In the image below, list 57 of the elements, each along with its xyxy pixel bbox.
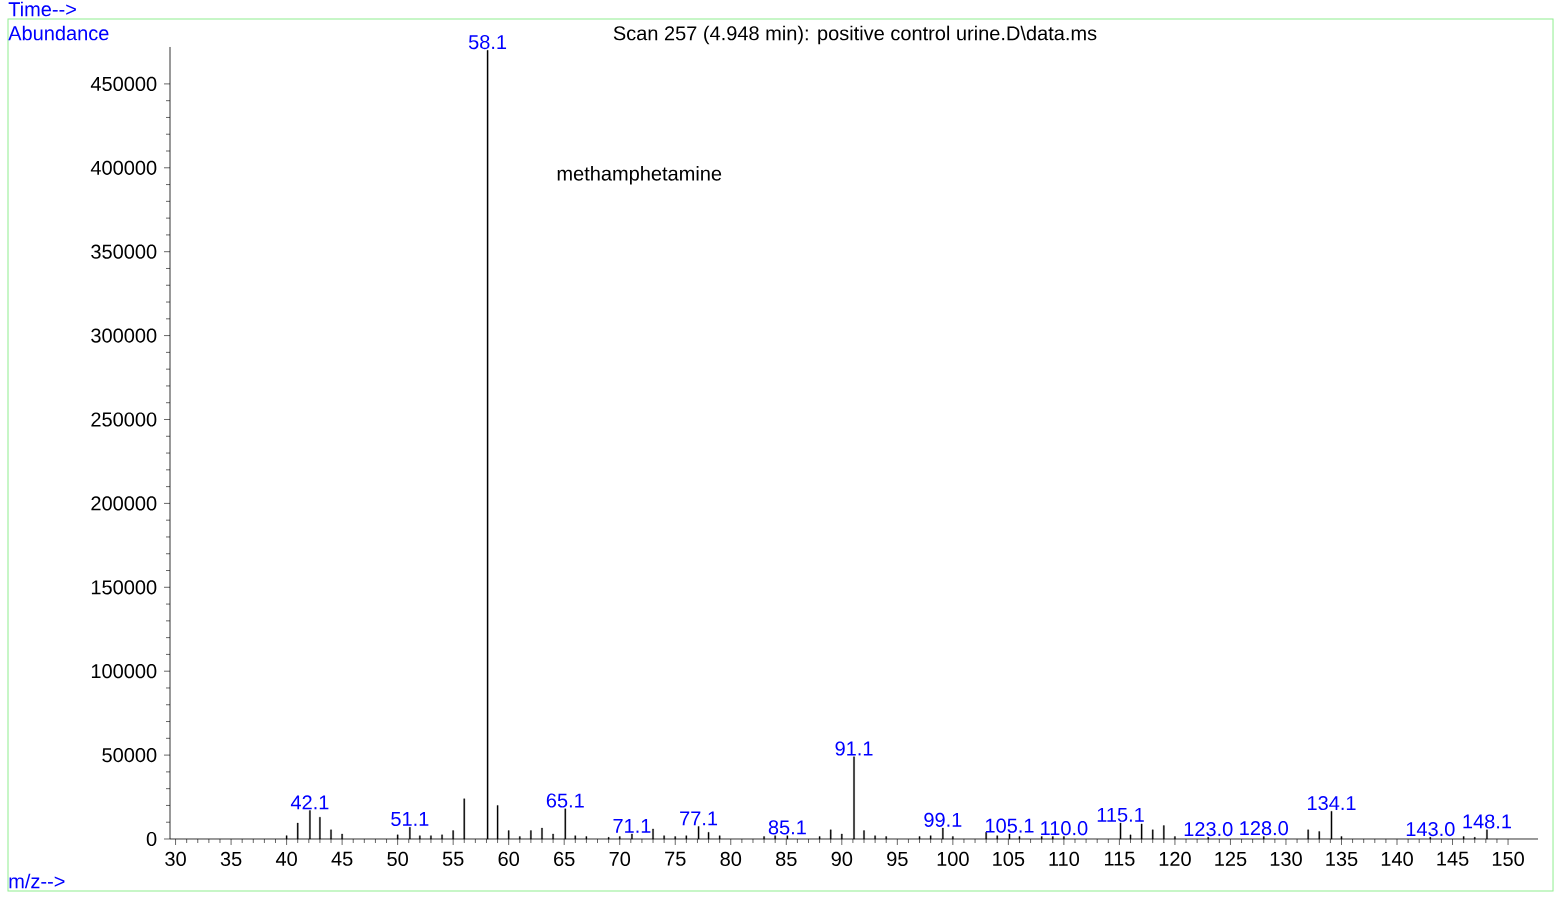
annotation: 51.1	[391, 812, 429, 827]
x-axis-title: m/z-->	[9, 873, 65, 889]
annotation: 115.1	[1097, 807, 1144, 822]
annotation: 42.1	[290, 795, 329, 810]
y-tick-label: 100000	[91, 664, 157, 679]
y-tick-label: 150000	[91, 580, 157, 595]
annotation: 148.1	[1463, 814, 1511, 829]
annotation: 134.1	[1308, 795, 1356, 811]
x-tick-label: 70	[609, 851, 631, 867]
annotation: 85.1	[768, 820, 806, 835]
x-tick-label: 100	[937, 851, 969, 867]
x-tick-label: 45	[331, 851, 353, 866]
x-tick-label: 110	[1049, 851, 1080, 867]
x-tick-label: 65	[554, 851, 575, 867]
y-tick-label: 300000	[91, 328, 157, 343]
x-tick-label: 115	[1104, 851, 1135, 866]
annotation: 143.0	[1406, 821, 1455, 837]
annotation: methamphetamine	[557, 165, 722, 185]
x-tick-label: 90	[831, 851, 853, 867]
x-tick-label: 50	[387, 851, 408, 867]
x-tick-label: 105	[993, 851, 1025, 867]
y-axis-title: Abundance	[8, 25, 109, 41]
y-tick-label: 400000	[90, 160, 157, 175]
y-tick-label: 250000	[91, 412, 157, 427]
y-tick-label: 200000	[91, 496, 157, 511]
annotation: 123.0	[1184, 821, 1233, 837]
x-tick-label: 35	[220, 851, 242, 867]
annotation: 71.1	[613, 819, 651, 833]
x-tick-label: 55	[442, 851, 464, 866]
annotation: 77.1	[680, 811, 718, 826]
text: Time-->	[8, 1, 76, 17]
annotation: 110.0	[1041, 821, 1088, 836]
x-tick-label: 60	[498, 851, 520, 867]
y-tick-label: 350000	[91, 244, 157, 259]
x-tick-label: 75	[665, 851, 686, 866]
x-tick-label: 125	[1215, 851, 1247, 867]
x-tick-label: 145	[1437, 851, 1469, 866]
y-tick-label: 450000	[90, 76, 157, 91]
x-tick-label: 120	[1159, 851, 1191, 867]
x-tick-label: 140	[1381, 851, 1413, 867]
x-tick-label: 30	[165, 851, 186, 867]
x-tick-label: 95	[887, 851, 908, 867]
annotation: 99.1	[924, 812, 962, 827]
annotation: 105.1	[985, 818, 1034, 833]
y-tick-label: 0	[146, 831, 157, 847]
x-tick-label: 150	[1492, 851, 1524, 867]
chart-title: Scan 257 (4.948 min): positive control urine.D\data.ms	[613, 25, 1097, 45]
x-tick-label: 130	[1270, 851, 1302, 867]
annotation: 91.1	[835, 741, 873, 756]
annotation: 58.1	[468, 34, 507, 50]
annotation: 128.0	[1240, 821, 1288, 836]
x-tick-label: 40	[275, 851, 297, 867]
x-tick-label: 135	[1326, 851, 1358, 867]
annotation: 65.1	[546, 793, 584, 808]
x-tick-label: 85	[776, 851, 797, 867]
y-tick-label: 50000	[102, 748, 157, 763]
x-tick-label: 80	[720, 851, 742, 867]
